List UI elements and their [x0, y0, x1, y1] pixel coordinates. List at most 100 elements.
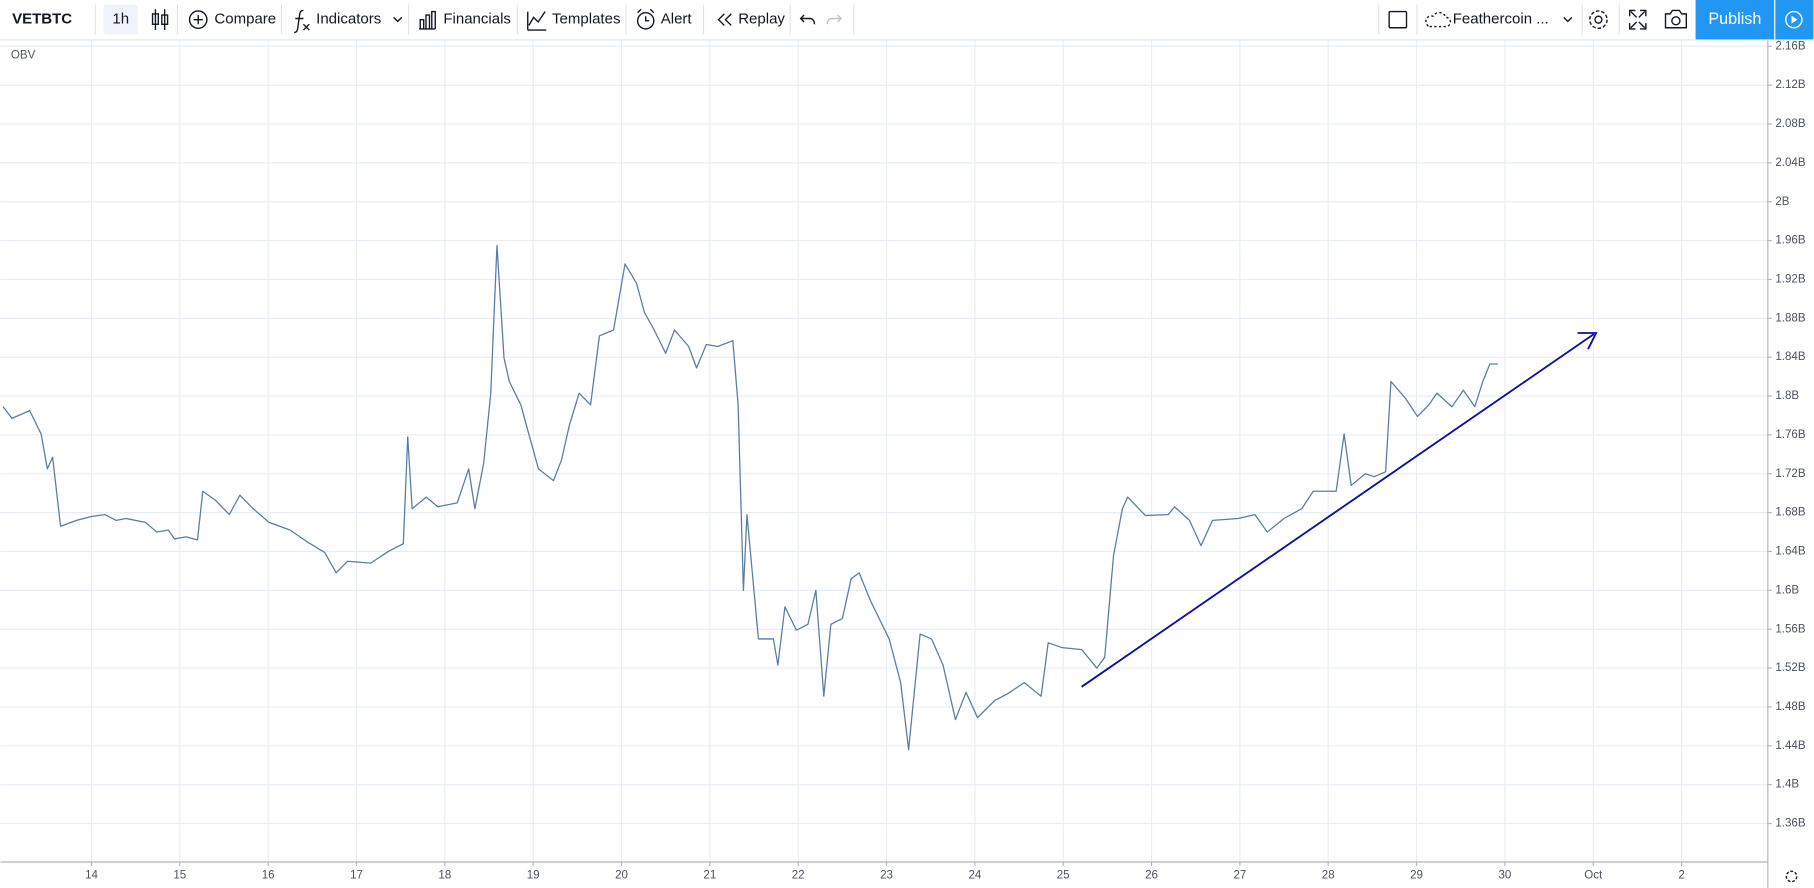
x-tick-label: 22 [792, 869, 805, 881]
x-tick-label: Oct [1584, 869, 1603, 881]
button-label: Alert [661, 11, 693, 28]
chart-type-icon[interactable] [151, 9, 169, 31]
icon [1785, 10, 1803, 29]
x-tick-label: 15 [173, 869, 186, 881]
y-tick-label: 1.56B [1775, 623, 1805, 635]
settings-button[interactable] [1589, 10, 1608, 30]
x-tick-label: 14 [85, 869, 98, 881]
y-tick-label: 1.52B [1775, 662, 1805, 674]
indicators-button[interactable]: Indicators [294, 9, 403, 34]
y-tick-label: 1.68B [1775, 507, 1805, 519]
icon [1589, 10, 1608, 30]
x-tick-label: 21 [703, 869, 716, 881]
y-tick-label: 2.12B [1775, 79, 1805, 91]
x-tick-label: 28 [1322, 869, 1335, 881]
layout-button[interactable] [1388, 10, 1408, 29]
icon [188, 10, 208, 30]
publish-button[interactable]: Publish [1695, 0, 1775, 40]
compare-button[interactable]: Compare [188, 10, 277, 30]
x-tick-label: 23 [880, 869, 893, 881]
toolbar-bg [0, 0, 1814, 40]
interval-button[interactable]: 1h [103, 4, 139, 35]
button-label: Templates [552, 11, 620, 28]
trend-arrow [1081, 332, 1598, 688]
interval: 1h [112, 11, 129, 28]
y-tick-label: 1.84B [1775, 351, 1805, 363]
icon [1664, 9, 1688, 29]
x-tick-label: 16 [262, 869, 275, 881]
icon [717, 13, 732, 26]
y-tick-label: 1.4B [1775, 779, 1799, 791]
x-tick-label: 18 [438, 869, 451, 881]
x-tick-label: 25 [1057, 869, 1070, 881]
financials-button[interactable]: Financials [419, 10, 511, 30]
alert-button[interactable]: Alert [636, 8, 693, 30]
indicator-title: OBV [11, 50, 36, 62]
layout-menu[interactable]: Feathercoin ... [1425, 11, 1573, 28]
x-tick-label: 29 [1410, 869, 1423, 881]
icon [1594, 15, 1603, 24]
button-label: Financials [443, 11, 511, 28]
y-tick-label: 1.6B [1775, 584, 1799, 596]
y-tick-label: 2.08B [1775, 118, 1805, 130]
icon [636, 12, 655, 30]
y-tick-label: 2.16B [1775, 40, 1805, 52]
interval-bg [103, 4, 139, 35]
publish-label: Publish [1708, 10, 1761, 28]
x-tick-label: 17 [350, 869, 363, 881]
icon-part [151, 13, 160, 25]
snapshot-button[interactable] [1664, 9, 1688, 29]
y-tick-label: 2.04B [1775, 157, 1805, 169]
redo-button[interactable] [826, 14, 843, 25]
x-tick-label: 30 [1498, 869, 1511, 881]
y-tick-label: 1.72B [1775, 468, 1805, 480]
fullscreen-button[interactable] [1628, 9, 1647, 30]
settings-corner[interactable] [1785, 870, 1798, 883]
icon [1791, 15, 1798, 24]
toolbar: VETBTC 1h Compare Indicators Financials [0, 0, 1814, 41]
icon [419, 10, 436, 30]
x-tick-label: 20 [615, 869, 628, 881]
obv-line [2, 244, 1498, 751]
x-tick-label: 19 [527, 869, 540, 881]
x-tick-label: 27 [1233, 869, 1246, 881]
y-tick-label: 1.76B [1775, 429, 1805, 441]
icon [527, 11, 547, 31]
y-tick-label: 1.92B [1775, 274, 1805, 286]
plot-area: 1.36B 1.4B 1.44B 1.48B 1.52B 1.56B 1.6B 1.64B 1.… [0, 40, 1806, 888]
x-tick-label: 26 [1145, 869, 1158, 881]
y-tick-label: 1.36B [1775, 818, 1805, 830]
icon [1563, 16, 1573, 23]
icon [1671, 16, 1681, 26]
x-tick-label: 24 [968, 869, 981, 881]
x-tick-label: 2 [1678, 869, 1684, 881]
y-tick-label: 1.96B [1775, 235, 1805, 247]
y-tick-label: 1.44B [1775, 740, 1805, 752]
icon [1425, 11, 1452, 28]
icon-part [161, 14, 169, 25]
y-tick-label: 1.48B [1775, 701, 1805, 713]
icon [294, 9, 310, 34]
layout-name: Feathercoin ... [1453, 11, 1549, 28]
y-tick-label: 1.64B [1775, 546, 1805, 558]
replay-button[interactable]: Replay [717, 11, 786, 28]
templates-button[interactable]: Templates [527, 11, 621, 31]
symbol[interactable]: VETBTC [12, 11, 72, 28]
button-label: Replay [738, 11, 785, 28]
undo-button[interactable] [799, 14, 816, 25]
y-tick-label: 1.8B [1775, 390, 1799, 402]
icon [193, 15, 203, 25]
play-button[interactable] [1775, 0, 1814, 40]
arrow-line [1081, 333, 1595, 688]
y-tick-label: 2B [1775, 196, 1789, 208]
button-label: Compare [214, 11, 276, 28]
y-tick-label: 1.88B [1775, 312, 1805, 324]
button-label: Indicators [316, 11, 381, 28]
icon [393, 16, 403, 23]
icon [1785, 870, 1798, 883]
publish-bg [1695, 0, 1775, 40]
arrow-head [1577, 332, 1598, 350]
